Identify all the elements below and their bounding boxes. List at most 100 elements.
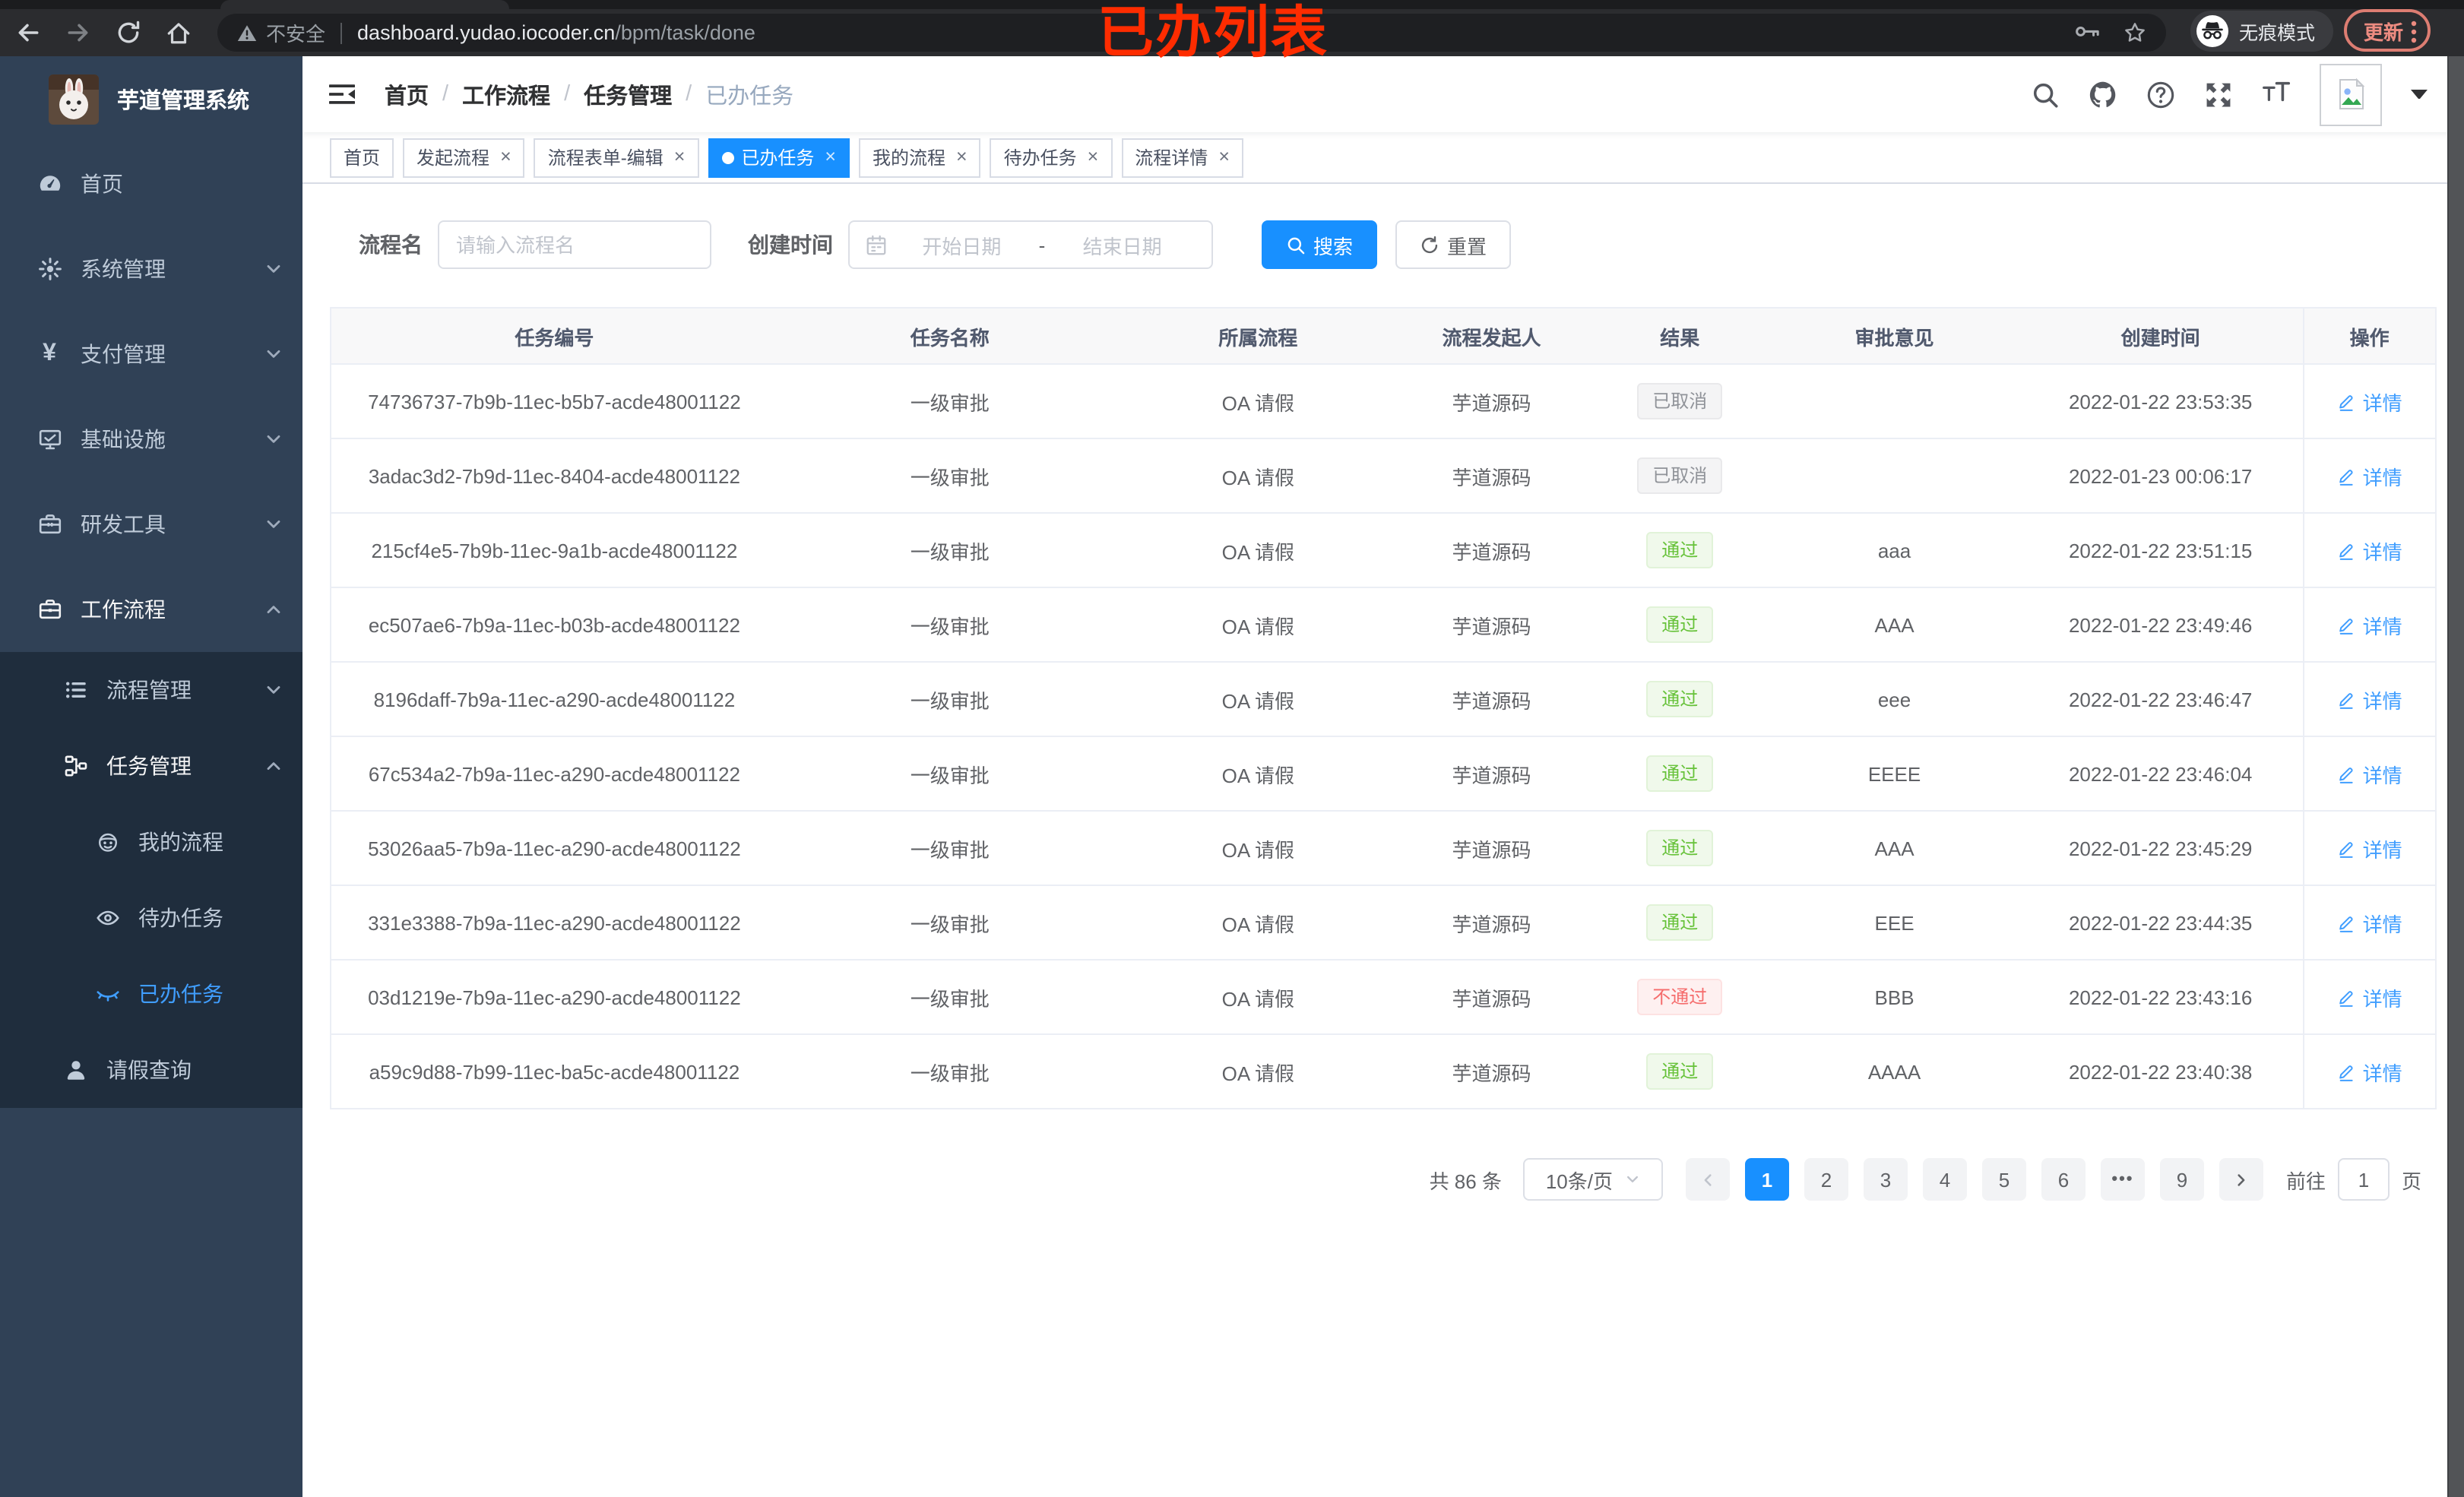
detail-link[interactable]: 详情	[2337, 834, 2402, 862]
user-menu-caret-icon[interactable]	[2411, 89, 2428, 100]
address-bar[interactable]: 不安全 dashboard.yudao.iocoder.cn /bpm/task…	[217, 14, 2166, 52]
cell-starter: 芋道源码	[1452, 913, 1531, 935]
view-tab-待办任务[interactable]: 待办任务 ×	[990, 138, 1113, 177]
password-key-icon[interactable]	[2075, 24, 2101, 41]
sidebar-item-请假查询[interactable]: 请假查询	[0, 1032, 302, 1108]
help-icon[interactable]	[2146, 80, 2175, 109]
detail-link[interactable]: 详情	[2337, 387, 2402, 416]
cell-actions: 详情	[2302, 1035, 2435, 1108]
broken-image-icon	[2333, 76, 2369, 112]
table-row: 215cf4e5-7b9b-11ec-9a1b-acde48001122 一级审…	[331, 512, 2435, 587]
cell-starter: 芋道源码	[1452, 540, 1531, 563]
tags-view-bar: 首页 发起流程 × 流程表单-编辑 × 已办任务 ×	[302, 132, 2464, 184]
cell-actions: 详情	[2302, 663, 2435, 736]
cell-comment: BBB	[1874, 986, 1915, 1008]
sidebar-item-工作流程[interactable]: 工作流程	[0, 567, 302, 652]
breadcrumb-item-任务管理[interactable]: 任务管理	[584, 84, 673, 109]
fullscreen-icon[interactable]	[2204, 80, 2233, 109]
scrollbar[interactable]	[2447, 56, 2464, 1497]
bookmark-star-icon[interactable]	[2124, 21, 2146, 44]
process-name-input[interactable]	[438, 220, 711, 269]
view-tab-流程表单-编辑[interactable]: 流程表单-编辑 ×	[534, 138, 699, 177]
chevron-icon	[264, 345, 283, 363]
close-icon[interactable]: ×	[956, 146, 968, 168]
date-range-picker[interactable]: 开始日期 - 结束日期	[848, 220, 1213, 269]
cell-created-time: 2022-01-22 23:45:29	[2068, 837, 2253, 859]
breadcrumb-item-首页[interactable]: 首页	[385, 84, 429, 109]
home-icon[interactable]	[166, 20, 192, 46]
sidebar-item-待办任务[interactable]: 待办任务	[0, 880, 302, 956]
prev-page-button[interactable]	[1685, 1158, 1730, 1201]
detail-link[interactable]: 详情	[2337, 536, 2402, 565]
reset-button[interactable]: 重置	[1395, 220, 1512, 269]
forward-icon[interactable]	[65, 20, 91, 46]
detail-link[interactable]: 详情	[2337, 610, 2402, 639]
page-button-4[interactable]: 4	[1922, 1158, 1967, 1201]
cell-process: OA 请假	[1221, 913, 1294, 935]
back-icon[interactable]	[15, 20, 41, 46]
table-header: 任务编号 任务名称 所属流程 流程发起人 结果 审批意见 创建时间 操作	[331, 309, 2435, 363]
goto-page-input[interactable]	[2337, 1158, 2390, 1201]
page-button-6[interactable]: 6	[2041, 1158, 2086, 1201]
detail-link[interactable]: 详情	[2337, 461, 2402, 490]
sidebar-collapse-icon[interactable]	[327, 79, 357, 109]
sidebar-item-流程管理[interactable]: 流程管理	[0, 652, 302, 728]
view-tab-首页[interactable]: 首页	[330, 138, 394, 177]
close-icon[interactable]: ×	[1087, 146, 1099, 168]
detail-link[interactable]: 详情	[2337, 983, 2402, 1011]
sidebar-item-研发工具[interactable]: 研发工具	[0, 482, 302, 567]
cell-created-time: 2022-01-22 23:44:35	[2068, 911, 2253, 934]
cell-result: 通过	[1589, 1035, 1770, 1108]
page-button-9[interactable]: 9	[2159, 1158, 2204, 1201]
browser-menu-icon[interactable]	[2411, 20, 2417, 43]
close-icon[interactable]: ×	[825, 146, 836, 168]
avatar[interactable]	[2320, 63, 2382, 125]
sidebar-logo[interactable]: 芋道管理系统	[0, 56, 302, 141]
view-tab-我的流程[interactable]: 我的流程 ×	[858, 138, 981, 177]
status-badge: 通过	[1646, 532, 1714, 568]
chevron-icon	[264, 757, 283, 775]
breadcrumb-item-工作流程[interactable]: 工作流程	[462, 84, 551, 109]
browser-chrome: 不安全 dashboard.yudao.iocoder.cn /bpm/task…	[0, 0, 2464, 56]
view-tab-发起流程[interactable]: 发起流程 ×	[403, 138, 525, 177]
incognito-badge: 无痕模式	[2190, 11, 2334, 52]
font-size-icon[interactable]	[2262, 80, 2291, 109]
more-pages-button[interactable]: •••	[2100, 1158, 2145, 1201]
page-button-2[interactable]: 2	[1804, 1158, 1848, 1201]
close-icon[interactable]: ×	[500, 146, 511, 168]
sidebar-item-任务管理[interactable]: 任务管理	[0, 728, 302, 804]
breadcrumb-item-已办任务: 已办任务	[705, 84, 794, 109]
detail-link[interactable]: 详情	[2337, 1057, 2402, 1086]
detail-link[interactable]: 详情	[2337, 685, 2402, 714]
sidebar-item-系统管理[interactable]: 系统管理	[0, 226, 302, 312]
reload-icon[interactable]	[116, 20, 141, 46]
next-page-button[interactable]	[2219, 1158, 2263, 1201]
status-badge: 已取消	[1637, 383, 1723, 419]
page-button-1[interactable]: 1	[1744, 1158, 1789, 1201]
view-tab-已办任务[interactable]: 已办任务 ×	[708, 138, 850, 177]
sidebar-item-支付管理[interactable]: ¥ 支付管理	[0, 312, 302, 397]
page-button-3[interactable]: 3	[1863, 1158, 1908, 1201]
browser-active-tab[interactable]	[220, 0, 509, 9]
page-size-select[interactable]: 10条/页	[1522, 1158, 1663, 1201]
table-row: 8196daff-7b9a-11ec-a290-acde48001122 一级审…	[331, 661, 2435, 736]
view-tab-流程详情[interactable]: 流程详情 ×	[1121, 138, 1243, 177]
sidebar-item-基础设施[interactable]: 基础设施	[0, 397, 302, 482]
column-header-任务名称: 任务名称	[910, 326, 990, 349]
breadcrumb-separator: /	[564, 82, 571, 106]
github-icon[interactable]	[2089, 80, 2117, 109]
page-button-5[interactable]: 5	[1981, 1158, 2026, 1201]
search-icon[interactable]	[2031, 80, 2060, 109]
close-icon[interactable]: ×	[673, 146, 686, 168]
sidebar-item-我的流程[interactable]: 我的流程	[0, 804, 302, 880]
detail-link[interactable]: 详情	[2337, 908, 2402, 937]
status-badge: 通过	[1646, 830, 1714, 866]
sidebar-item-首页[interactable]: 首页	[0, 141, 302, 226]
close-icon[interactable]: ×	[1218, 146, 1230, 168]
sidebar-item-已办任务[interactable]: 已办任务	[0, 956, 302, 1032]
detail-link[interactable]: 详情	[2337, 759, 2402, 788]
search-button[interactable]: 搜索	[1262, 220, 1378, 269]
browser-update-button[interactable]: 更新	[2344, 9, 2431, 52]
